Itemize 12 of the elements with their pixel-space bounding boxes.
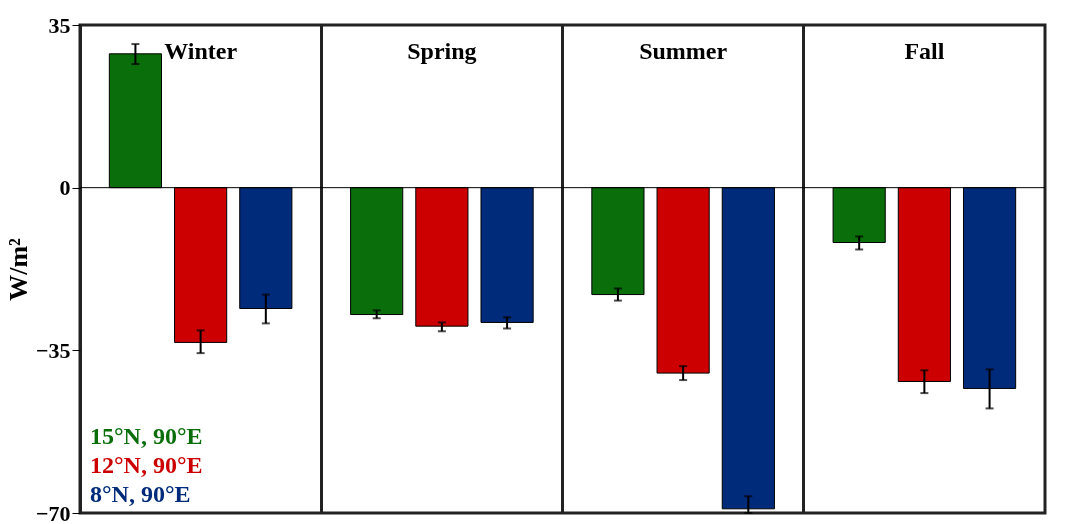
text: 15°N, 90°E <box>90 423 203 449</box>
x-tick-label: Spring <box>407 37 477 64</box>
y-tick-label: −70 <box>35 500 71 524</box>
x-tick-label: Winter <box>164 37 238 64</box>
x-tick-label: Summer <box>639 37 728 64</box>
y-tick-label: 35 <box>48 12 71 38</box>
y-tick-label: −35 <box>35 337 71 363</box>
text: 12°N, 90°E <box>90 452 203 478</box>
text: 8°N, 90°E <box>90 481 191 507</box>
y-tick-label: 0 <box>59 175 71 201</box>
x-tick-label: Fall <box>904 37 945 64</box>
y-axis-title: W/m² <box>3 237 33 301</box>
